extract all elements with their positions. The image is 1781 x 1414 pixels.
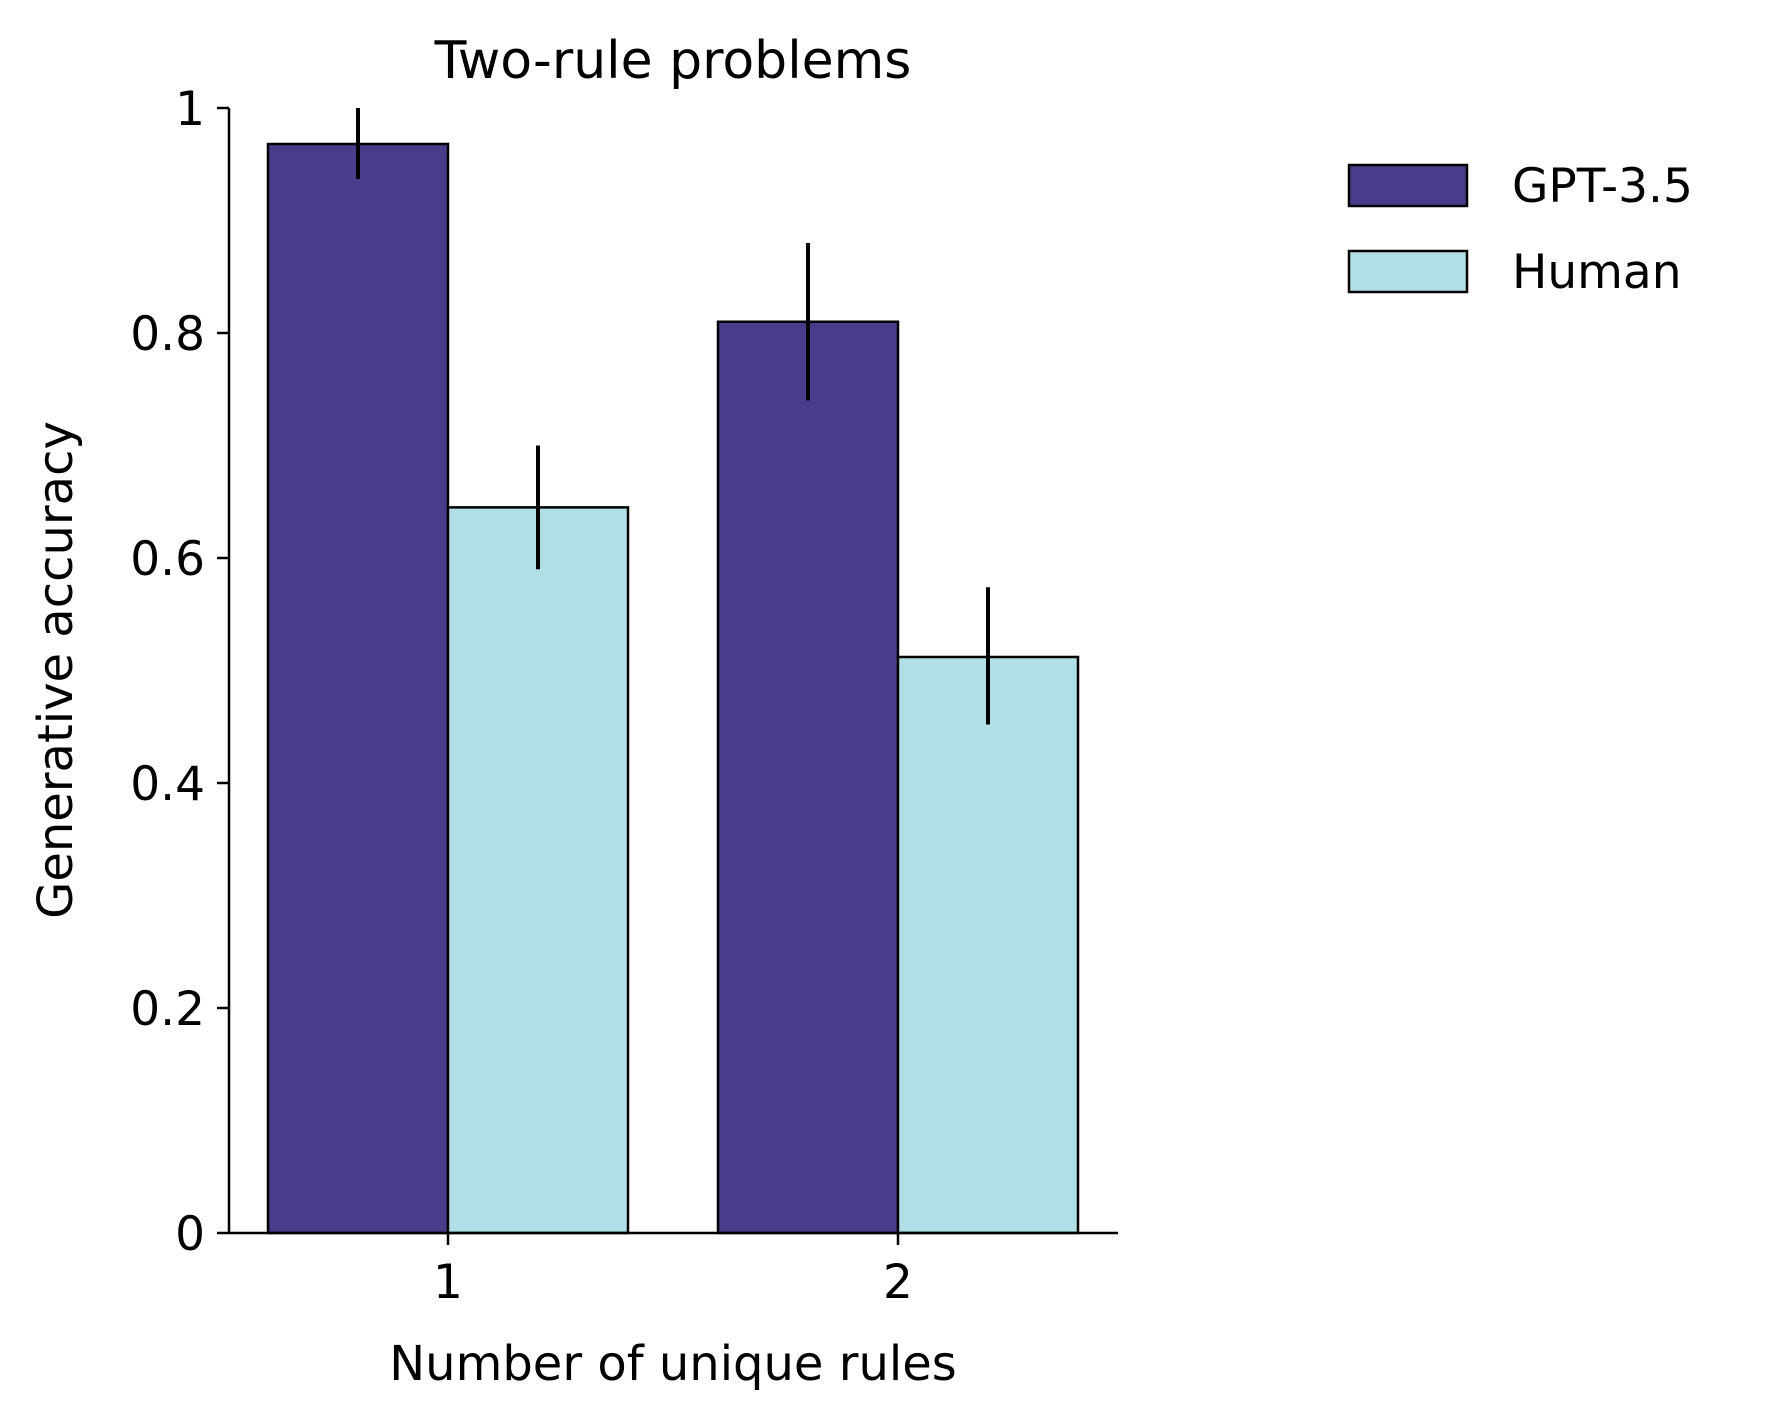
x-tick-label: 2 (883, 1255, 913, 1310)
y-tick-label: 0 (175, 1207, 205, 1262)
legend: GPT-3.5 Human (1347, 159, 1693, 300)
y-tick-label: 0.8 (130, 307, 205, 362)
y-tick-label: 0.6 (130, 532, 205, 587)
x-tick-label: 1 (433, 1255, 463, 1310)
errorbars-group (356, 108, 990, 725)
legend-swatch (1347, 163, 1469, 208)
bar-gpt-3-5-1 (266, 142, 450, 1235)
legend-label: Human (1512, 245, 1682, 300)
x-axis-label: Number of unique rules (389, 1336, 957, 1392)
legend-label: GPT-3.5 (1512, 159, 1693, 214)
chart-title: Two-rule problems (434, 31, 912, 91)
legend-swatch (1347, 249, 1469, 294)
bar-human-1 (446, 506, 630, 1235)
bars-group (266, 142, 1080, 1235)
y-tick-label: 0.2 (130, 982, 205, 1037)
y-tick-label: 0.4 (130, 757, 205, 812)
bar-gpt-3-5-2 (716, 320, 900, 1235)
y-ticks-group: 0 0.2 0.4 0.6 0.8 1 (130, 82, 229, 1262)
y-tick-label: 1 (175, 82, 205, 137)
y-axis-label: Generative accuracy (28, 421, 84, 919)
bar-human-2 (896, 655, 1080, 1235)
